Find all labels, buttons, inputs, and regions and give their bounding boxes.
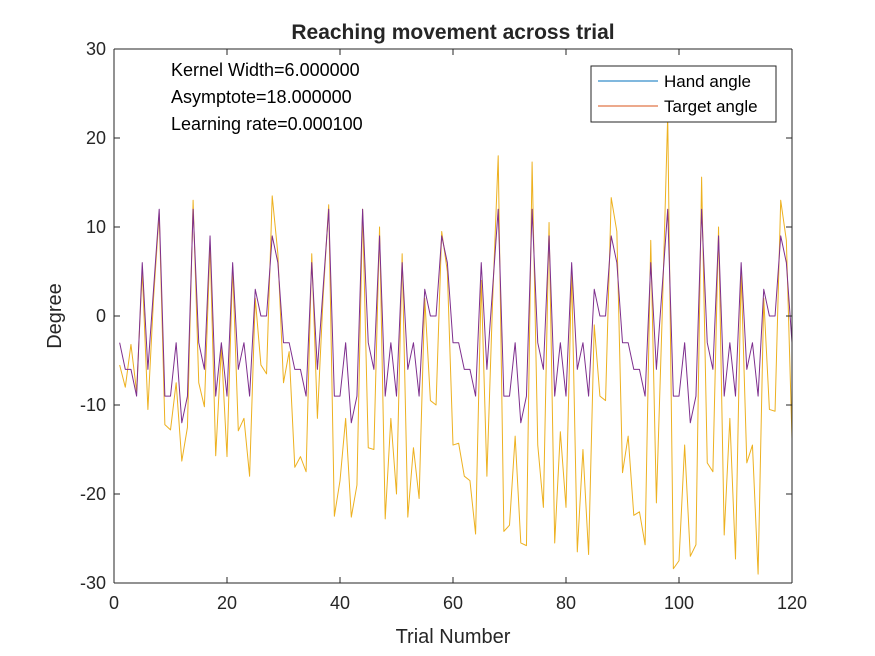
x-tick-label: 120 — [777, 593, 807, 613]
legend: Hand angle Target angle — [590, 65, 777, 123]
chart-title: Reaching movement across trial — [291, 21, 614, 44]
y-tick-label: -10 — [80, 395, 106, 415]
legend-label-hand-angle: Hand angle — [664, 72, 751, 91]
y-tick-label: -20 — [80, 484, 106, 504]
legend-label-target-angle: Target angle — [664, 97, 758, 116]
x-tick-label: 80 — [556, 593, 576, 613]
x-tick-label: 40 — [330, 593, 350, 613]
annotation-learning-rate: Learning rate=0.000100 — [171, 114, 363, 134]
annotation-kernel-width: Kernel Width=6.000000 — [171, 60, 360, 80]
x-ticks: 0 20 40 60 80 100 120 — [109, 49, 807, 613]
y-tick-label: 20 — [86, 128, 106, 148]
x-axis-label: Trial Number — [396, 626, 511, 648]
y-tick-label: 0 — [96, 306, 106, 326]
y-tick-label: 10 — [86, 217, 106, 237]
y-ticks: -30 -20 -10 0 10 20 30 — [80, 39, 792, 593]
y-tick-label: 30 — [86, 39, 106, 59]
annotation-asymptote: Asymptote=18.000000 — [171, 87, 352, 107]
x-tick-label: 60 — [443, 593, 463, 613]
y-tick-label: -30 — [80, 573, 106, 593]
x-tick-label: 100 — [664, 593, 694, 613]
annotations: Kernel Width=6.000000 Asymptote=18.00000… — [171, 60, 363, 134]
series-layer — [119, 115, 793, 575]
legend-box — [590, 65, 777, 123]
y-axis-label: Degree — [44, 283, 66, 349]
x-tick-label: 20 — [217, 593, 237, 613]
series-line-target-angle — [119, 115, 793, 575]
x-tick-label: 0 — [109, 593, 119, 613]
series-line-hand-angle — [119, 208, 793, 424]
plot-area — [114, 49, 792, 583]
